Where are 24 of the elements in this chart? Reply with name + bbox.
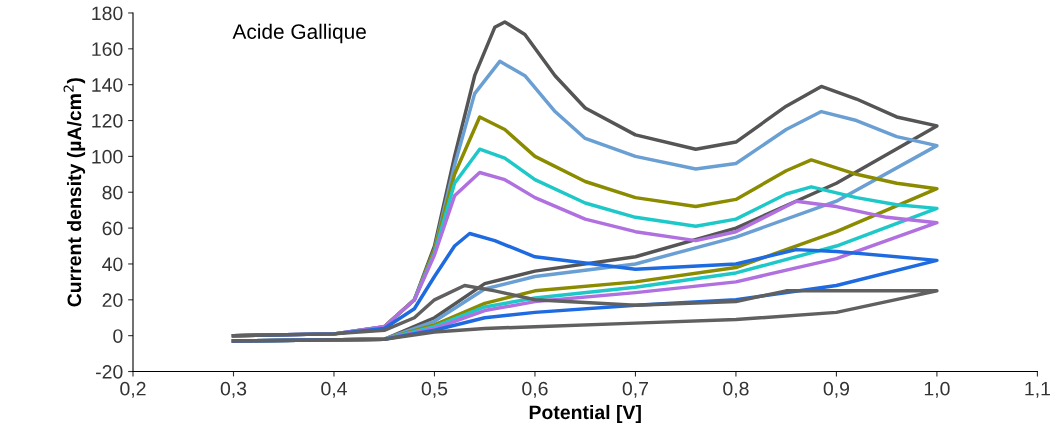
y-tick-label: 100 [92,149,123,164]
y-tick-label: 80 [102,185,123,200]
x-tick-label: 0,2 [120,381,146,398]
y-tick-label: 180 [92,6,123,21]
y-tick-label: 140 [92,78,123,92]
x-tick-label: 0,8 [723,381,749,398]
x-tick-label: 0,3 [220,381,247,398]
x-tick-label: 0,9 [823,381,850,398]
y-tick-label: 120 [92,114,123,128]
x-tick-label: 0,6 [522,381,548,398]
y-tick-label: 40 [102,257,123,272]
x-axis-title: Potential [V] [529,404,641,424]
y-tick-label: 0 [113,329,123,343]
y-tick-label: 160 [92,42,123,57]
x-tick-label: 0,5 [421,381,448,398]
y-tick-label: -20 [96,364,123,379]
x-tick-label: 1,1 [1025,381,1050,398]
y-tick-label: 20 [102,293,123,308]
x-tick-label: 0,4 [321,381,347,398]
y-axis-title: Current density (µA/cm$^{2}$) [63,78,86,307]
x-tick-label: 1,0 [924,381,950,398]
x-tick-label: 0,7 [622,381,648,398]
chart-title: Acide Gallique [232,23,366,44]
y-tick-label: 60 [102,221,123,236]
